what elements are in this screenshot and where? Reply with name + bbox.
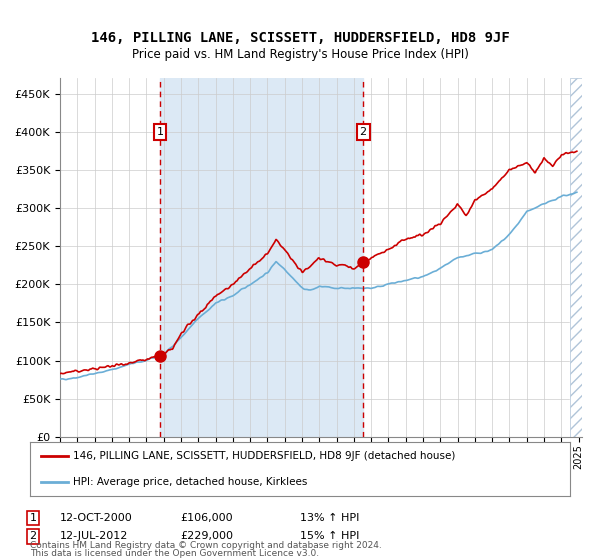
Bar <box>160 78 363 437</box>
Text: £106,000: £106,000 <box>180 513 233 523</box>
Text: 15% ↑ HPI: 15% ↑ HPI <box>300 531 359 542</box>
Bar <box>570 78 582 437</box>
Text: 1: 1 <box>29 513 37 523</box>
Bar <box>570 78 582 437</box>
Text: 1: 1 <box>157 127 164 137</box>
Text: 12-JUL-2012: 12-JUL-2012 <box>60 531 128 542</box>
Text: 12-OCT-2000: 12-OCT-2000 <box>60 513 133 523</box>
Text: 13% ↑ HPI: 13% ↑ HPI <box>300 513 359 523</box>
Text: HPI: Average price, detached house, Kirklees: HPI: Average price, detached house, Kirk… <box>73 477 308 487</box>
Text: Contains HM Land Registry data © Crown copyright and database right 2024.: Contains HM Land Registry data © Crown c… <box>30 541 382 550</box>
Text: 146, PILLING LANE, SCISSETT, HUDDERSFIELD, HD8 9JF: 146, PILLING LANE, SCISSETT, HUDDERSFIEL… <box>91 31 509 45</box>
Text: 146, PILLING LANE, SCISSETT, HUDDERSFIELD, HD8 9JF (detached house): 146, PILLING LANE, SCISSETT, HUDDERSFIEL… <box>73 451 455 461</box>
Text: Price paid vs. HM Land Registry's House Price Index (HPI): Price paid vs. HM Land Registry's House … <box>131 48 469 60</box>
Text: 2: 2 <box>29 531 37 542</box>
Text: This data is licensed under the Open Government Licence v3.0.: This data is licensed under the Open Gov… <box>30 549 319 558</box>
Text: £229,000: £229,000 <box>180 531 233 542</box>
Text: 2: 2 <box>359 127 367 137</box>
